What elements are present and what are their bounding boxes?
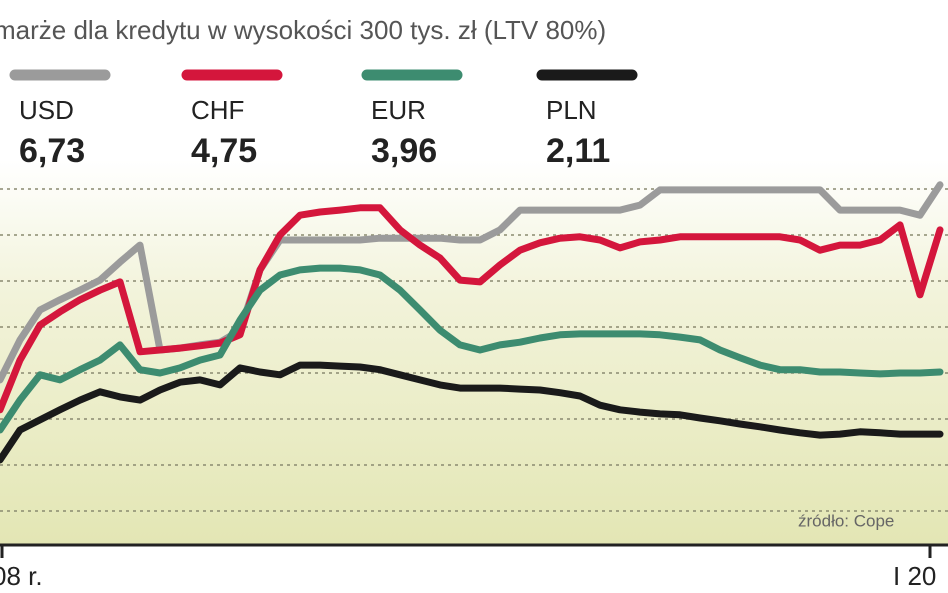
x-axis-label: I 20: [893, 561, 936, 591]
legend-label: CHF: [191, 95, 244, 125]
series-line: [0, 181, 944, 384]
legend-label: EUR: [371, 95, 426, 125]
chart-title: marże dla kredytu w wysokości 300 tys. z…: [0, 15, 606, 45]
legend-value: 6,73: [19, 132, 85, 170]
legend-value: 2,11: [546, 132, 610, 170]
series-line: [0, 264, 944, 434]
x-axis-label: 08 r.: [0, 561, 43, 591]
series-line: [0, 361, 944, 464]
source: źródło: Cope: [798, 511, 894, 530]
legend-label: USD: [19, 95, 74, 125]
legend-value: 3,96: [371, 132, 437, 170]
legend-label: PLN: [546, 95, 597, 125]
legend-value: 4,75: [191, 132, 257, 170]
series-line: [0, 204, 944, 414]
